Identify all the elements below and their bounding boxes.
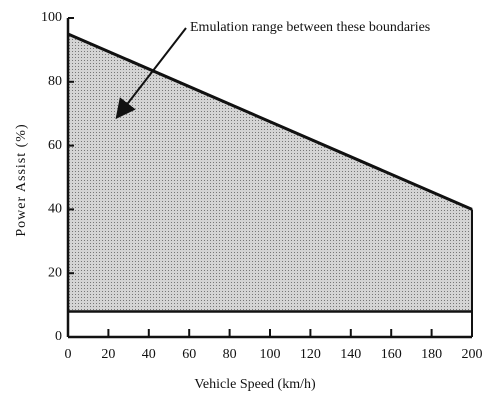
y-tick-label: 40 (48, 202, 62, 217)
boundary-line (67, 32, 473, 211)
y-tick-label: 20 (48, 265, 62, 280)
range-area (68, 33, 472, 312)
x-tick-label: 200 (462, 347, 483, 362)
x-tick-label: 60 (182, 347, 196, 362)
x-tick-label: 80 (223, 347, 237, 362)
x-tick-label: 0 (65, 347, 72, 362)
y-tick-label: 80 (48, 74, 62, 89)
y-axis-label: Power Assist (%) (14, 123, 29, 236)
x-tick-label: 40 (142, 347, 156, 362)
x-tick-label: 140 (340, 347, 361, 362)
y-tick-label: 0 (55, 329, 62, 344)
x-tick-label: 180 (421, 347, 442, 362)
plot: 0 20 40 60 80 100 0 20 40 60 80 100 120 140 160 180 200 (41, 10, 483, 362)
y-tick-label: 60 (48, 138, 62, 153)
x-tick-label: 100 (260, 347, 281, 362)
annotation: Emulation range between these boundaries (190, 20, 430, 35)
annotation-arrow (115, 27, 187, 120)
x-tick-label: 120 (300, 347, 321, 362)
y-tick-label: 100 (41, 10, 62, 25)
x-axis-label: Vehicle Speed (km/h) (194, 377, 316, 392)
x-tick-label: 20 (101, 347, 115, 362)
x-tick-label: 160 (381, 347, 402, 362)
